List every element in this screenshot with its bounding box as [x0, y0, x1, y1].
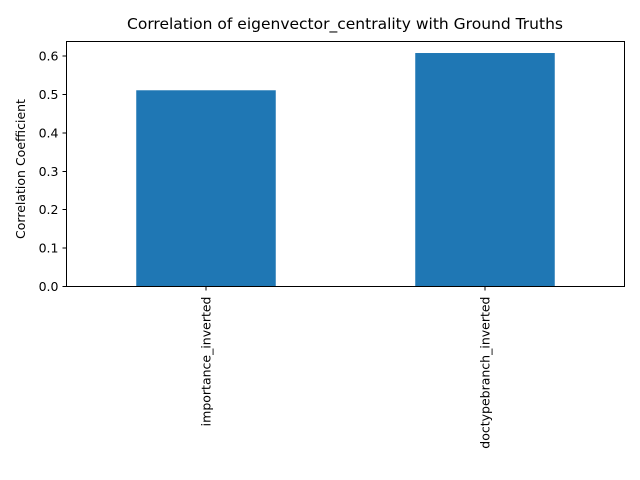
x-tick-label: importance_inverted [199, 297, 214, 427]
y-ticks-group: 0.0 0.1 0.2 0.3 0.4 0.5 0.6 [39, 49, 67, 294]
y-tick-label: 0.6 [39, 49, 59, 64]
plot-frame [66, 41, 625, 287]
bar-importance_inverted [136, 90, 276, 287]
y-tick-label: 0.1 [39, 241, 59, 256]
x-ticks-group: importance_inverted doctypebranch_inverte… [199, 286, 493, 449]
y-tick-label: 0.4 [39, 125, 59, 140]
y-tick-label: 0.3 [39, 164, 59, 179]
x-tick-label: doctypebranch_inverted [478, 297, 493, 449]
y-tick-label: 0.5 [39, 87, 59, 102]
bars-group [136, 53, 555, 287]
y-tick-label: 0.2 [39, 202, 59, 217]
chart-title: Correlation of eigenvector_centrality wi… [127, 15, 563, 34]
y-tick-label: 0.0 [39, 279, 59, 294]
y-axis-label: Correlation Coefficient [13, 99, 28, 239]
bar-doctypebranch_inverted [415, 53, 555, 287]
